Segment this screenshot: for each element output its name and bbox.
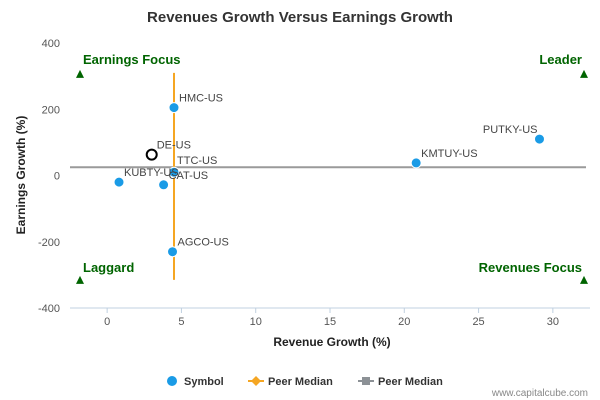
x-tick-label: 20	[398, 316, 410, 328]
triangle-icon	[76, 69, 84, 78]
data-point-label: DE-US	[157, 140, 191, 152]
legend-label: Peer Median	[378, 376, 443, 388]
y-axis-label: Earnings Growth (%)	[14, 116, 28, 235]
data-point	[168, 102, 180, 114]
data-point-label: TTC-US	[177, 155, 217, 167]
highlight-point	[145, 148, 158, 161]
y-tick-label: 200	[42, 104, 60, 116]
quadrant-label-top-left: Earnings Focus	[83, 52, 181, 67]
legend-label: Symbol	[184, 376, 224, 388]
data-point	[167, 246, 179, 258]
data-point-label: KUBTY-US	[124, 167, 179, 179]
x-tick-label: 25	[472, 316, 484, 328]
quadrant-label-top-right: Leader	[539, 52, 582, 67]
data-point-label: AGCO-US	[178, 237, 229, 249]
data-point	[113, 176, 125, 188]
data-point-label: HMC-US	[179, 93, 223, 105]
x-tick-label: 15	[324, 316, 336, 328]
legend-symbol-icon	[167, 376, 177, 386]
x-tick-label: 10	[250, 316, 262, 328]
y-tick-label: -400	[38, 303, 60, 315]
data-point	[168, 166, 180, 178]
y-tick-label: 0	[54, 171, 60, 183]
square-icon	[362, 377, 370, 385]
watermark-text: www.capitalcube.com	[491, 388, 588, 399]
quadrant-label-bottom-left: Laggard	[83, 260, 134, 275]
data-point-label: CAT-US	[169, 170, 209, 182]
quadrant-label-bottom-right: Revenues Focus	[479, 260, 582, 275]
triangle-icon	[580, 275, 588, 284]
data-point-label: KMTUY-US	[421, 148, 477, 160]
chart-title: Revenues Growth Versus Earnings Growth	[147, 9, 453, 26]
x-tick-label: 0	[104, 316, 110, 328]
x-tick-label: 5	[178, 316, 184, 328]
data-point	[410, 157, 422, 169]
data-point-label: PUTKY-US	[483, 124, 538, 136]
data-point	[158, 179, 170, 191]
x-tick-label: 30	[547, 316, 559, 328]
legend: Symbol Peer Median Peer Median	[167, 376, 443, 388]
x-axis-label: Revenue Growth (%)	[273, 335, 390, 349]
triangle-icon	[580, 69, 588, 78]
legend-label: Peer Median	[268, 376, 333, 388]
triangle-icon	[76, 275, 84, 284]
y-tick-label: 400	[42, 38, 60, 50]
data-point	[533, 133, 545, 145]
diamond-icon	[251, 376, 261, 386]
y-tick-label: -200	[38, 237, 60, 249]
